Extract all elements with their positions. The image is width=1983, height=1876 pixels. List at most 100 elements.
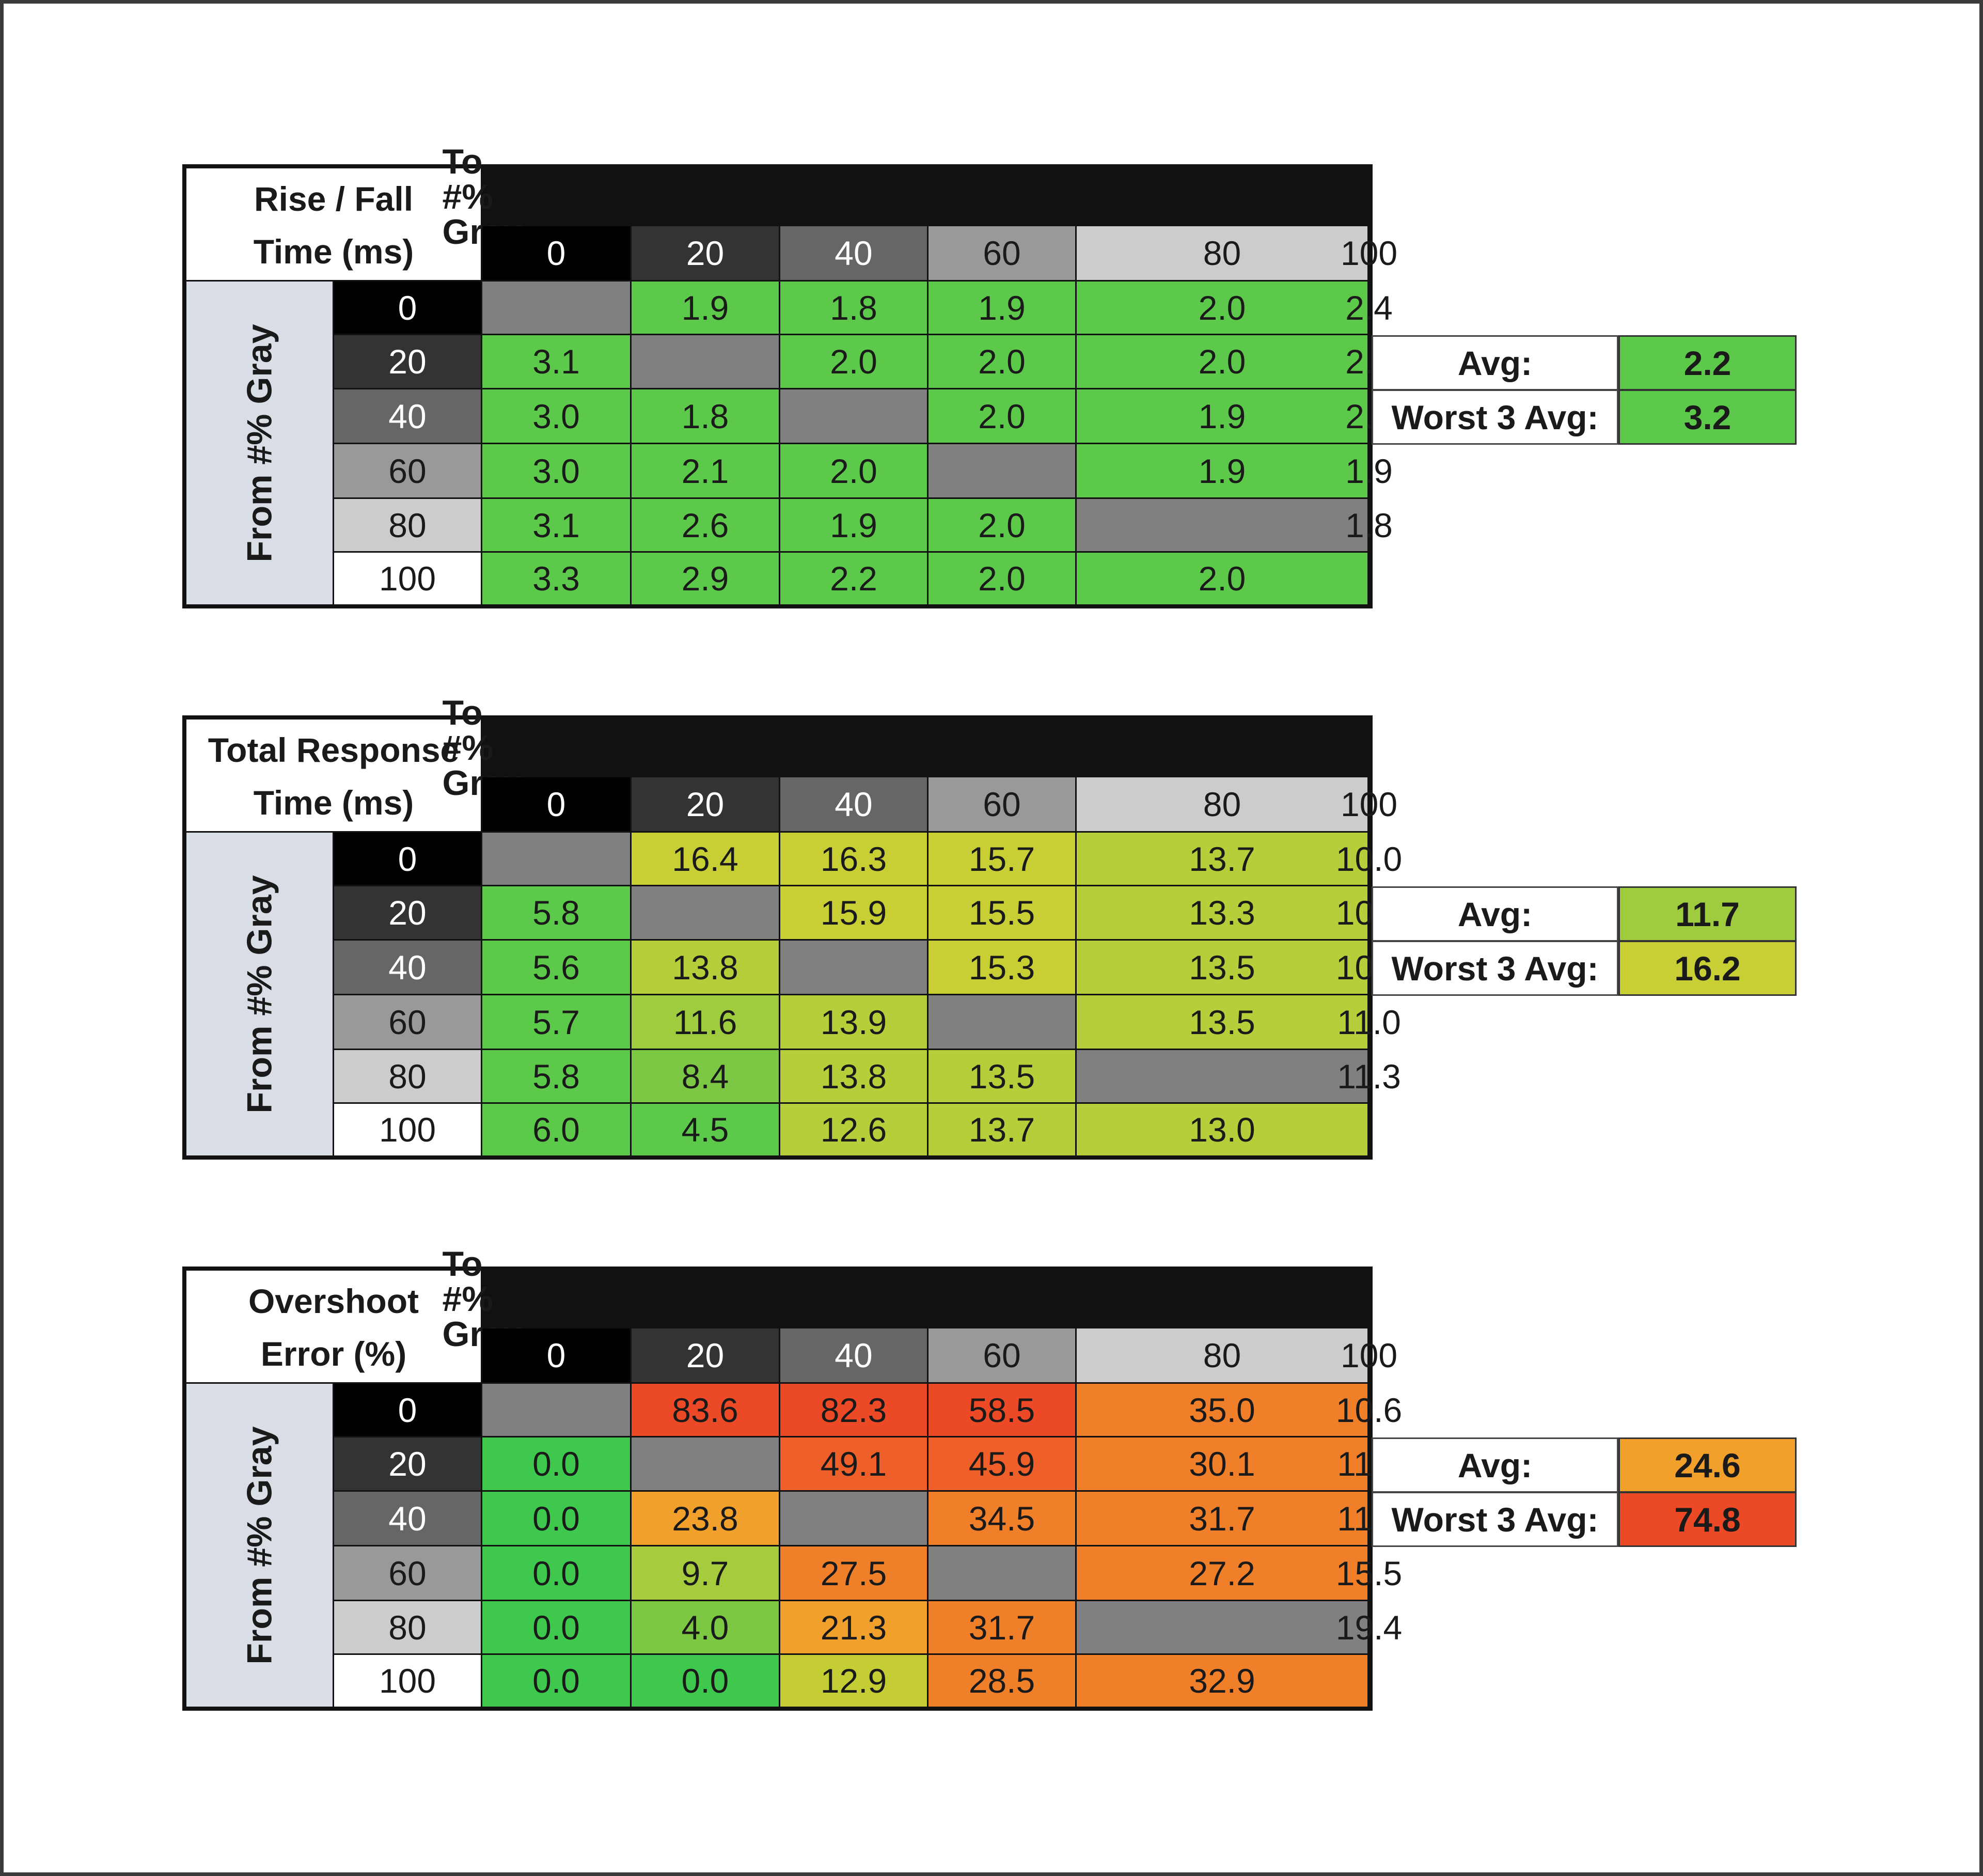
table-title-line: Error (%) xyxy=(260,1335,407,1373)
col-header: 0 xyxy=(482,226,630,280)
worst-avg-value: 3.2 xyxy=(1618,389,1797,445)
col-header: 20 xyxy=(632,1328,779,1382)
avg-value: 11.7 xyxy=(1618,886,1797,942)
row-header: 20 xyxy=(334,1437,481,1490)
col-header: 0 xyxy=(482,777,630,831)
data-cell: 2.2 xyxy=(780,553,927,604)
row-header: 0 xyxy=(334,1384,481,1436)
data-cell: 2.0 xyxy=(1077,282,1367,334)
diagonal-cell xyxy=(632,335,779,388)
data-cell: 16.3 xyxy=(780,833,927,885)
diagonal-cell xyxy=(1077,1601,1367,1653)
data-cell: 1.9 xyxy=(1077,444,1367,497)
data-cell: 0.0 xyxy=(632,1655,779,1707)
data-cell: 15.9 xyxy=(780,886,927,939)
data-cell: 16.4 xyxy=(632,833,779,885)
worst-avg-value: 16.2 xyxy=(1618,941,1797,996)
worst-avg-label: Worst 3 Avg: xyxy=(1372,1492,1618,1547)
table-title-line: Overshoot xyxy=(248,1281,419,1320)
diagonal-cell xyxy=(482,833,630,885)
diagonal-cell xyxy=(780,941,927,994)
data-cell: 0.0 xyxy=(482,1655,630,1707)
data-cell: 1.9 xyxy=(632,282,779,334)
data-cell: 13.7 xyxy=(928,1104,1075,1155)
worst-avg-label: Worst 3 Avg: xyxy=(1372,941,1618,996)
avg-label: Avg: xyxy=(1372,335,1618,390)
row-header: 80 xyxy=(334,1601,481,1653)
data-cell: 2.0 xyxy=(928,553,1075,604)
data-cell: 13.5 xyxy=(1077,941,1367,994)
data-cell: 28.5 xyxy=(928,1655,1075,1707)
avg-label: Avg: xyxy=(1372,886,1618,942)
data-cell: 4.0 xyxy=(632,1601,779,1653)
data-cell: 2.0 xyxy=(928,389,1075,443)
row-header: 0 xyxy=(334,282,481,334)
data-cell: 1.9 xyxy=(780,499,927,551)
data-cell: 12.9 xyxy=(780,1655,927,1707)
data-cell: 8.4 xyxy=(632,1050,779,1102)
data-cell: 0.0 xyxy=(482,1437,630,1490)
data-cell: 5.8 xyxy=(482,886,630,939)
data-cell: 13.3 xyxy=(1077,886,1367,939)
data-cell: 2.0 xyxy=(928,335,1075,388)
data-cell: 9.7 xyxy=(632,1546,779,1600)
diagonal-cell xyxy=(780,389,927,443)
data-cell: 1.9 xyxy=(928,282,1075,334)
data-cell: 1.9 xyxy=(1077,389,1367,443)
data-cell: 3.3 xyxy=(482,553,630,604)
col-header: 40 xyxy=(780,777,927,831)
avg-value: 2.2 xyxy=(1618,335,1797,390)
row-header: 0 xyxy=(334,833,481,885)
row-header: 20 xyxy=(334,886,481,939)
diagonal-cell xyxy=(928,1546,1075,1600)
data-cell: 13.5 xyxy=(928,1050,1075,1102)
data-cell: 15.3 xyxy=(928,941,1075,994)
col-header: 40 xyxy=(780,226,927,280)
data-cell: 21.3 xyxy=(780,1601,927,1653)
data-cell: 15.7 xyxy=(928,833,1075,885)
data-cell: 2.0 xyxy=(928,499,1075,551)
data-cell: 0.0 xyxy=(482,1492,630,1545)
data-cell: 27.5 xyxy=(780,1546,927,1600)
data-cell: 12.6 xyxy=(780,1104,927,1155)
data-cell: 58.5 xyxy=(928,1384,1075,1436)
stats-panel: Avg: 11.7 Worst 3 Avg: 16.2 xyxy=(1372,715,1800,1160)
row-header: 100 xyxy=(334,1655,481,1707)
table-title-line: Time (ms) xyxy=(253,784,414,822)
table-title-line: Time (ms) xyxy=(253,232,414,271)
diagonal-cell xyxy=(928,444,1075,497)
avg-label: Avg: xyxy=(1372,1437,1618,1493)
data-cell: 13.7 xyxy=(1077,833,1367,885)
data-cell: 30.1 xyxy=(1077,1437,1367,1490)
data-cell: 3.0 xyxy=(482,389,630,443)
diagonal-cell xyxy=(632,1437,779,1490)
col-header: 20 xyxy=(632,777,779,831)
data-cell: 13.0 xyxy=(1077,1104,1367,1155)
data-cell: 45.9 xyxy=(928,1437,1075,1490)
row-header: 60 xyxy=(334,444,481,497)
diagonal-cell xyxy=(632,886,779,939)
diagonal-cell xyxy=(482,1384,630,1436)
data-cell: 34.5 xyxy=(928,1492,1075,1545)
col-header: 60 xyxy=(928,1328,1075,1382)
diagonal-cell xyxy=(1077,1050,1367,1102)
data-cell: 2.6 xyxy=(632,499,779,551)
data-cell: 5.8 xyxy=(482,1050,630,1102)
data-cell: 0.0 xyxy=(482,1601,630,1653)
data-cell: 23.8 xyxy=(632,1492,779,1545)
data-cell: 35.0 xyxy=(1077,1384,1367,1436)
data-cell: 13.8 xyxy=(632,941,779,994)
avg-value: 24.6 xyxy=(1618,1437,1797,1493)
data-cell: 0.0 xyxy=(482,1546,630,1600)
table-title: Overshoot Error (%) xyxy=(186,1271,481,1382)
data-cell: 4.5 xyxy=(632,1104,779,1155)
from-gray-label: From #% Gray xyxy=(240,323,279,562)
from-gray-label: From #% Gray xyxy=(240,1426,279,1665)
row-header: 60 xyxy=(334,1546,481,1600)
data-cell: 13.5 xyxy=(1077,995,1367,1049)
data-cell: 3.1 xyxy=(482,335,630,388)
